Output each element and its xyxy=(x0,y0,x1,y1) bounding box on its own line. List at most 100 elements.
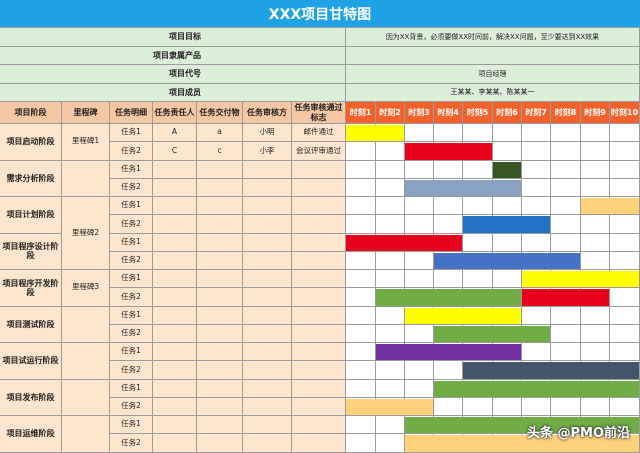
info-label[interactable]: 项目隶属产品 xyxy=(0,46,346,65)
task-reviewer-cell[interactable] xyxy=(243,197,292,216)
gantt-cell[interactable] xyxy=(581,324,610,343)
info-value[interactable]: 王某某、李某某、陈某某一 xyxy=(346,83,640,102)
task-task-cell[interactable]: 任务1 xyxy=(110,416,153,435)
gantt-cell[interactable] xyxy=(522,233,551,252)
gantt-cell[interactable] xyxy=(522,160,551,179)
gantt-bar[interactable] xyxy=(346,398,433,415)
time-header[interactable]: 时刻8 xyxy=(551,102,581,124)
task-owner-cell[interactable]: C xyxy=(153,142,197,161)
stage-cell[interactable]: 项目发布阶段 xyxy=(0,379,62,416)
gantt-bar[interactable] xyxy=(522,289,609,306)
task-owner-cell[interactable] xyxy=(153,324,197,343)
gantt-cell[interactable] xyxy=(434,270,463,289)
milestone-cell[interactable]: 里程碑3 xyxy=(62,270,110,307)
gantt-cell[interactable] xyxy=(346,324,376,343)
gantt-cell[interactable] xyxy=(610,324,640,343)
task-reviewer-cell[interactable] xyxy=(243,178,292,197)
column-header[interactable]: 任务交付物 xyxy=(197,102,243,124)
gantt-cell[interactable] xyxy=(346,288,376,307)
stage-cell[interactable]: 项目程序设计阶段 xyxy=(0,233,62,270)
gantt-cell[interactable] xyxy=(405,361,434,380)
gantt-cell[interactable] xyxy=(434,215,463,234)
stage-cell[interactable]: 项目试运行阶段 xyxy=(0,343,62,380)
time-header[interactable]: 时刻5 xyxy=(463,102,493,124)
gantt-cell[interactable] xyxy=(581,124,610,143)
gantt-cell[interactable] xyxy=(493,397,522,416)
gantt-cell[interactable] xyxy=(376,270,405,289)
task-pass-mark-cell[interactable]: 邮件通过 xyxy=(292,124,346,143)
task-owner-cell[interactable] xyxy=(153,434,197,453)
task-deliverable-cell[interactable] xyxy=(197,178,243,197)
task-task-cell[interactable]: 任务1 xyxy=(110,233,153,252)
gantt-cell[interactable] xyxy=(346,379,376,398)
task-pass-mark-cell[interactable] xyxy=(292,361,346,380)
gantt-cell[interactable] xyxy=(434,124,463,143)
task-reviewer-cell[interactable]: 小李 xyxy=(243,142,292,161)
gantt-cell[interactable] xyxy=(551,233,581,252)
task-pass-mark-cell[interactable] xyxy=(292,343,346,362)
gantt-cell[interactable] xyxy=(376,215,405,234)
task-deliverable-cell[interactable]: c xyxy=(197,142,243,161)
task-pass-mark-cell[interactable] xyxy=(292,251,346,270)
task-deliverable-cell[interactable] xyxy=(197,416,243,435)
task-reviewer-cell[interactable] xyxy=(243,306,292,325)
gantt-cell[interactable] xyxy=(610,178,640,197)
gantt-cell[interactable] xyxy=(610,124,640,143)
info-label[interactable]: 项目代号 xyxy=(0,65,346,84)
gantt-cell[interactable] xyxy=(463,124,493,143)
task-pass-mark-cell[interactable] xyxy=(292,197,346,216)
column-header[interactable]: 项目阶段 xyxy=(0,102,62,124)
task-task-cell[interactable]: 任务2 xyxy=(110,288,153,307)
task-deliverable-cell[interactable] xyxy=(197,160,243,179)
info-label[interactable]: 项目目标 xyxy=(0,28,346,47)
gantt-cell[interactable] xyxy=(551,324,581,343)
gantt-bar[interactable] xyxy=(376,289,521,306)
gantt-cell[interactable] xyxy=(346,197,376,216)
task-reviewer-cell[interactable] xyxy=(243,434,292,453)
task-deliverable-cell[interactable] xyxy=(197,270,243,289)
gantt-cell[interactable] xyxy=(405,379,434,398)
gantt-cell[interactable] xyxy=(346,306,376,325)
task-owner-cell[interactable] xyxy=(153,178,197,197)
stage-cell[interactable]: 项目程序开发阶段 xyxy=(0,270,62,307)
gantt-cell[interactable] xyxy=(376,324,405,343)
task-owner-cell[interactable] xyxy=(153,251,197,270)
task-task-cell[interactable]: 任务1 xyxy=(110,306,153,325)
gantt-cell[interactable] xyxy=(581,178,610,197)
gantt-bar[interactable] xyxy=(581,198,639,215)
task-task-cell[interactable]: 任务1 xyxy=(110,270,153,289)
time-header[interactable]: 时刻9 xyxy=(581,102,610,124)
milestone-cell[interactable] xyxy=(62,306,110,343)
gantt-cell[interactable] xyxy=(581,142,610,161)
gantt-bar[interactable] xyxy=(434,380,639,397)
stage-cell[interactable]: 项目测试阶段 xyxy=(0,306,62,343)
task-pass-mark-cell[interactable] xyxy=(292,324,346,343)
gantt-cell[interactable] xyxy=(405,197,434,216)
gantt-cell[interactable] xyxy=(405,251,434,270)
task-pass-mark-cell[interactable] xyxy=(292,215,346,234)
task-deliverable-cell[interactable] xyxy=(197,233,243,252)
gantt-cell[interactable] xyxy=(346,178,376,197)
gantt-cell[interactable] xyxy=(376,434,405,453)
gantt-cell[interactable] xyxy=(405,124,434,143)
task-deliverable-cell[interactable] xyxy=(197,361,243,380)
task-deliverable-cell[interactable] xyxy=(197,306,243,325)
gantt-cell[interactable] xyxy=(346,160,376,179)
gantt-cell[interactable] xyxy=(610,288,640,307)
task-task-cell[interactable]: 任务1 xyxy=(110,160,153,179)
gantt-cell[interactable] xyxy=(610,215,640,234)
task-task-cell[interactable]: 任务2 xyxy=(110,361,153,380)
gantt-cell[interactable] xyxy=(551,160,581,179)
task-task-cell[interactable]: 任务2 xyxy=(110,215,153,234)
task-task-cell[interactable]: 任务1 xyxy=(110,343,153,362)
task-owner-cell[interactable] xyxy=(153,233,197,252)
task-deliverable-cell[interactable] xyxy=(197,197,243,216)
gantt-cell[interactable] xyxy=(463,270,493,289)
task-reviewer-cell[interactable] xyxy=(243,379,292,398)
gantt-cell[interactable] xyxy=(405,160,434,179)
milestone-cell[interactable]: 里程碑2 xyxy=(62,197,110,270)
gantt-cell[interactable] xyxy=(434,197,463,216)
gantt-cell[interactable] xyxy=(522,124,551,143)
task-task-cell[interactable]: 任务2 xyxy=(110,142,153,161)
task-task-cell[interactable]: 任务1 xyxy=(110,379,153,398)
